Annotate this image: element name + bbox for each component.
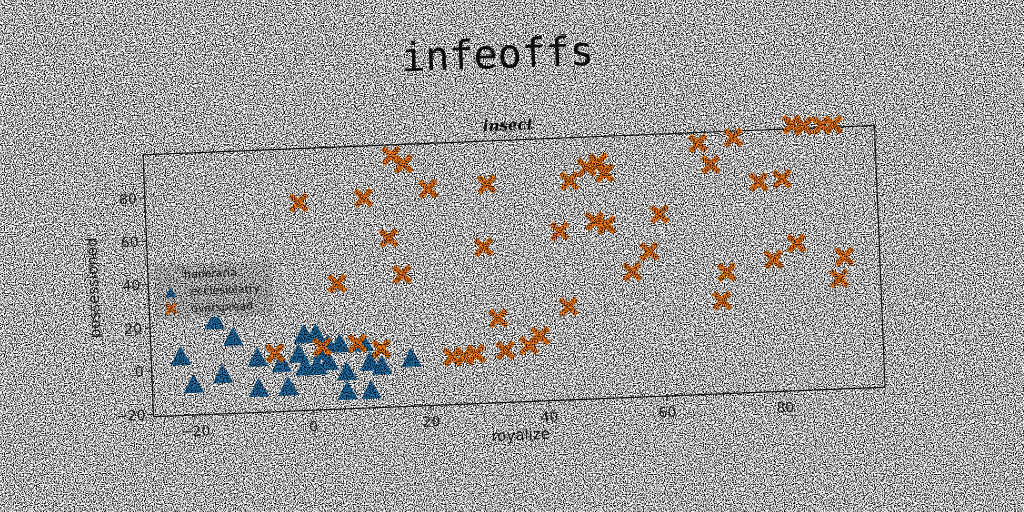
noise-overlay	[0, 0, 1024, 512]
chart-canvas: infeoffs insect −20020406080 −2002040608…	[0, 0, 1024, 512]
